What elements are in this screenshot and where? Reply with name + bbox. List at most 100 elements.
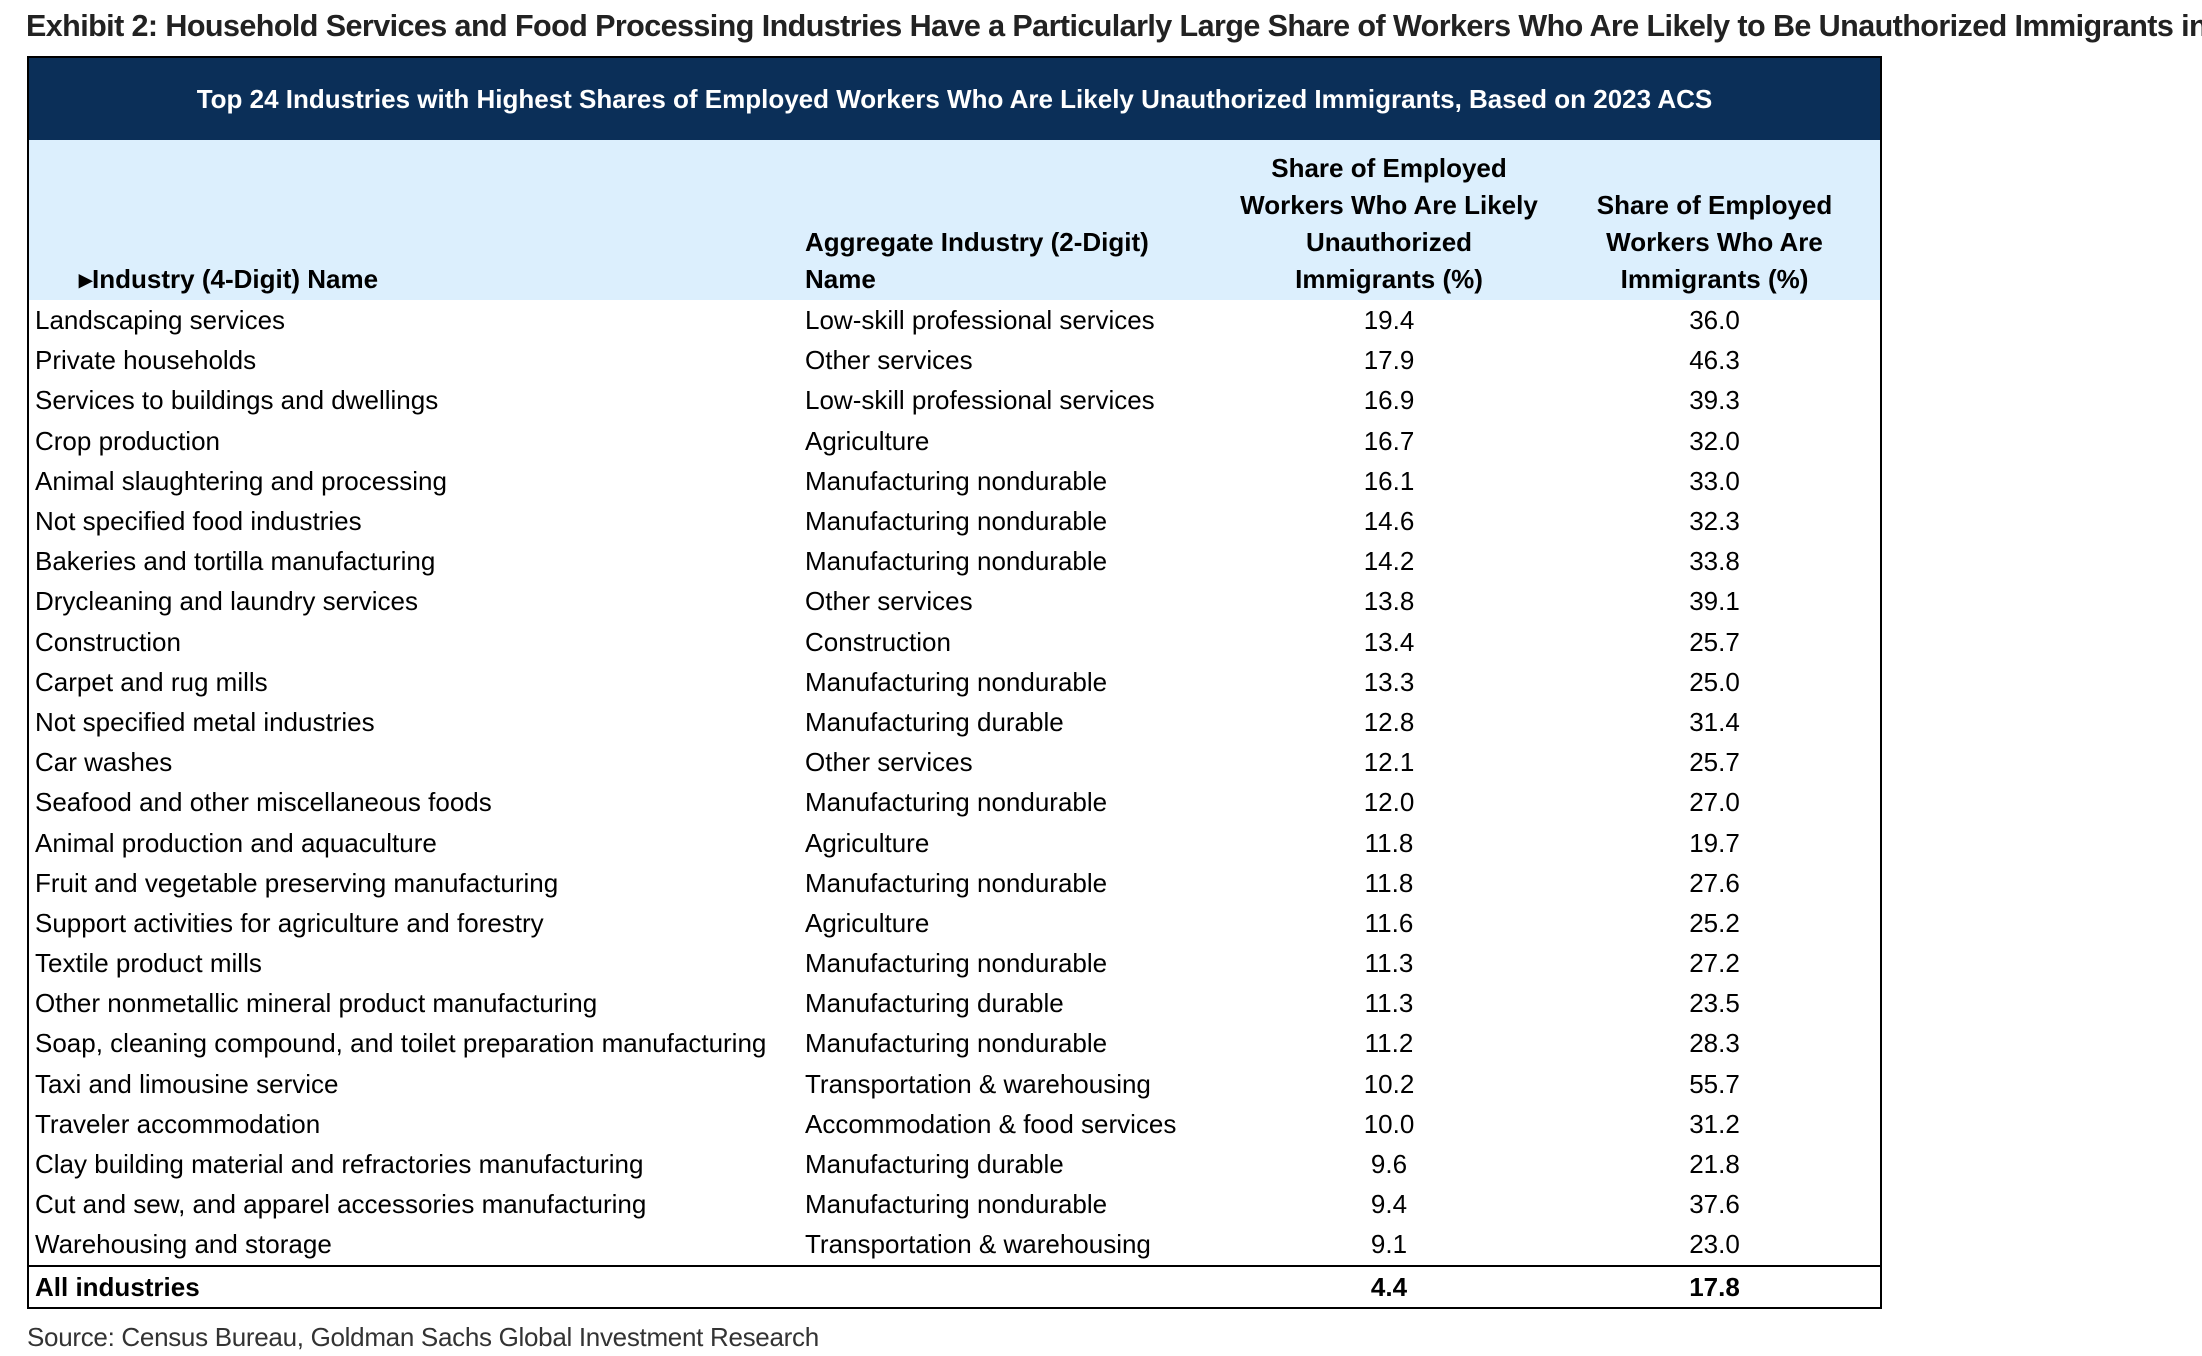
industry-cell: Taxi and limousine service	[35, 1068, 339, 1099]
aggregate-cell: Other services	[805, 345, 973, 376]
aggregate-cell: Manufacturing nondurable	[805, 867, 1108, 898]
industry-cell: Seafood and other miscellaneous foods	[35, 787, 492, 818]
table-row: Other nonmetallic mineral product manufa…	[29, 983, 1880, 1023]
total-unauthorized-share: 4.4	[1229, 1264, 1549, 1307]
industry-cell: Crop production	[35, 425, 220, 456]
total-industry: All industries	[29, 1264, 799, 1307]
aggregate-cell: Low-skill professional services	[805, 385, 1155, 416]
immigrant-share-cell: 39.1	[1689, 586, 1740, 617]
industry-cell: Not specified metal industries	[35, 706, 375, 737]
unauthorized-share-cell: 16.1	[1363, 465, 1415, 496]
aggregate-cell: Other services	[805, 747, 973, 778]
immigrant-share-cell: 33.8	[1689, 546, 1740, 577]
immigrant-share-cell: 23.5	[1689, 988, 1740, 1019]
header-row: ▸Industry (4-Digit) Name Aggregate Indus…	[29, 140, 1880, 300]
table-row: Not specified metal industries Manufactur…	[29, 702, 1880, 742]
industry-cell: Carpet and rug mills	[35, 666, 268, 697]
table-row: Private households Other services 17.9 46.3	[29, 340, 1880, 380]
aggregate-cell: Manufacturing durable	[805, 988, 1064, 1019]
unauthorized-share-cell: 12.8	[1363, 706, 1415, 737]
aggregate-cell: Low-skill professional services	[805, 305, 1155, 336]
unauthorized-share-cell: 17.9	[1363, 345, 1415, 376]
table-row: Not specified food industries Manufacturi…	[29, 501, 1880, 541]
immigrant-share-cell: 25.2	[1689, 907, 1740, 938]
table-row: Carpet and rug mills Manufacturing nondur…	[29, 662, 1880, 702]
industry-cell: Soap, cleaning compound, and toilet prep…	[35, 1028, 767, 1059]
unauthorized-share-cell: 9.1	[1370, 1229, 1408, 1260]
table-title-banner: Top 24 Industries with Highest Shares of…	[29, 58, 1880, 140]
immigrant-share-cell: 31.4	[1689, 706, 1740, 737]
industry-cell: Clay building material and refractories …	[35, 1149, 644, 1180]
unauthorized-share-cell: 14.6	[1363, 506, 1415, 537]
aggregate-cell: Transportation & warehousing	[805, 1068, 1151, 1099]
industry-cell: Construction	[35, 626, 181, 657]
table-row: Taxi and limousine service Transportation…	[29, 1064, 1880, 1104]
industry-cell: Car washes	[35, 747, 173, 778]
table-row: Drycleaning and laundry services Other se…	[29, 581, 1880, 621]
table-row: Car washes Other services 12.1 25.7	[29, 742, 1880, 782]
table-row: Animal production and aquaculture Agricul…	[29, 822, 1880, 862]
table-row: Crop production Agriculture 16.7 32.0	[29, 421, 1880, 461]
unauthorized-share-cell: 16.7	[1363, 425, 1415, 456]
immigrant-share-cell: 32.0	[1689, 425, 1740, 456]
aggregate-cell: Manufacturing nondurable	[805, 465, 1108, 496]
immigrant-share-cell: 39.3	[1689, 385, 1740, 416]
aggregate-cell: Manufacturing durable	[805, 1149, 1064, 1180]
aggregate-cell: Accommodation & food services	[805, 1108, 1177, 1139]
aggregate-cell: Manufacturing durable	[805, 706, 1064, 737]
unauthorized-share-cell: 11.2	[1364, 1028, 1414, 1059]
table-row: Bakeries and tortilla manufacturing Manuf…	[29, 541, 1880, 581]
table-row: Clay building material and refractories …	[29, 1144, 1880, 1184]
immigrant-share-cell: 31.2	[1689, 1108, 1740, 1139]
aggregate-cell: Manufacturing nondurable	[805, 546, 1108, 577]
total-row: All industries 4.4 17.8	[29, 1264, 1880, 1307]
unauthorized-share-cell: 11.3	[1364, 948, 1414, 979]
table-row: Warehousing and storage Transportation & …	[29, 1224, 1880, 1265]
industry-cell: Textile product mills	[35, 948, 262, 979]
unauthorized-share-cell: 11.8	[1364, 827, 1414, 858]
table-row: Landscaping services Low-skill profession…	[29, 300, 1880, 340]
industry-cell: Landscaping services	[35, 305, 286, 336]
unauthorized-share-cell: 10.0	[1363, 1108, 1415, 1139]
aggregate-cell: Manufacturing nondurable	[805, 506, 1108, 537]
industry-cell: Services to buildings and dwellings	[35, 385, 439, 416]
unauthorized-share-cell: 11.8	[1364, 867, 1414, 898]
unauthorized-share-cell: 12.1	[1363, 747, 1415, 778]
immigrant-share-cell: 36.0	[1689, 305, 1740, 336]
industry-cell: Drycleaning and laundry services	[35, 586, 418, 617]
immigrant-share-cell: 23.0	[1689, 1229, 1740, 1260]
unauthorized-share-cell: 9.6	[1370, 1149, 1408, 1180]
industry-cell: Support activities for agriculture and f…	[35, 907, 544, 938]
source-note: Source: Census Bureau, Goldman Sachs Glo…	[27, 1322, 819, 1352]
immigrant-share-cell: 27.0	[1689, 787, 1740, 818]
table-row: Seafood and other miscellaneous foods Man…	[29, 782, 1880, 822]
aggregate-cell: Agriculture	[805, 425, 930, 456]
industry-cell: Warehousing and storage	[35, 1229, 332, 1260]
industry-cell: Bakeries and tortilla manufacturing	[35, 546, 436, 577]
immigrant-share-cell: 46.3	[1689, 345, 1740, 376]
immigrant-share-cell: 55.7	[1689, 1068, 1740, 1099]
data-table: ▸Industry (4-Digit) Name Aggregate Indus…	[29, 140, 1880, 1307]
aggregate-cell: Agriculture	[805, 907, 930, 938]
aggregate-cell: Manufacturing nondurable	[805, 948, 1108, 979]
unauthorized-share-cell: 16.9	[1363, 385, 1415, 416]
unauthorized-share-cell: 11.3	[1364, 988, 1414, 1019]
header-aggregate: Aggregate Industry (2-Digit) Name	[805, 227, 1149, 294]
industry-cell: Fruit and vegetable preserving manufactu…	[35, 867, 559, 898]
exhibit-title: Exhibit 2: Household Services and Food P…	[26, 8, 2202, 43]
aggregate-cell: Other services	[805, 586, 973, 617]
immigrant-share-cell: 28.3	[1689, 1028, 1740, 1059]
aggregate-cell: Construction	[805, 626, 951, 657]
immigrant-share-cell: 25.7	[1689, 747, 1740, 778]
unauthorized-share-cell: 13.8	[1363, 586, 1415, 617]
industry-cell: Animal production and aquaculture	[35, 827, 437, 858]
table-row: Construction Construction 13.4 25.7	[29, 622, 1880, 662]
table-row: Soap, cleaning compound, and toilet prep…	[29, 1023, 1880, 1063]
table-row: Fruit and vegetable preserving manufactu…	[29, 863, 1880, 903]
unauthorized-share-cell: 13.4	[1363, 626, 1415, 657]
industry-cell: Cut and sew, and apparel accessories man…	[35, 1189, 647, 1220]
table-row: Animal slaughtering and processing Manufa…	[29, 461, 1880, 501]
industry-cell: Other nonmetallic mineral product manufa…	[35, 988, 598, 1019]
aggregate-cell: Manufacturing nondurable	[805, 666, 1108, 697]
unauthorized-share-cell: 13.3	[1363, 666, 1415, 697]
